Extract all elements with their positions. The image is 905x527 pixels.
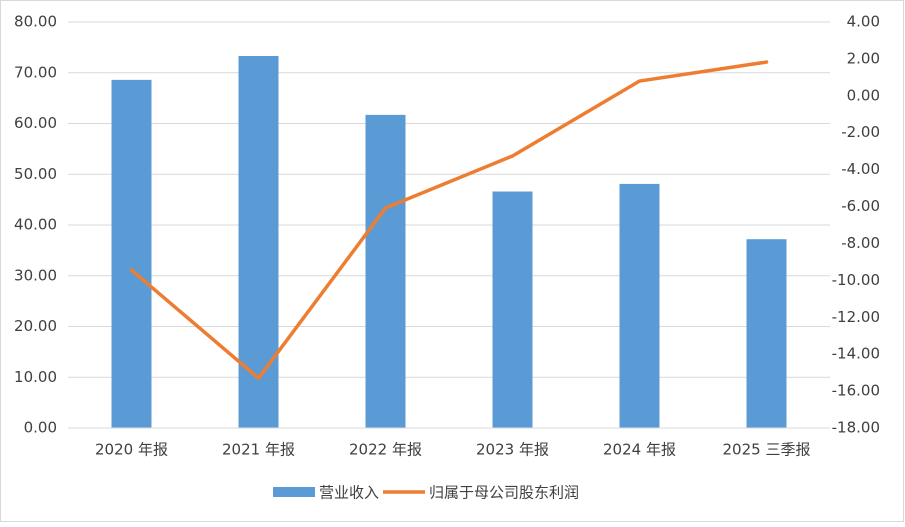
y-tick-label: 40.00 — [14, 216, 57, 234]
bar — [238, 56, 279, 428]
legend-swatch — [273, 487, 315, 497]
y-tick-label: 60.00 — [14, 114, 57, 132]
x-tick-label: 2023 年报 — [476, 441, 549, 459]
y2-tick-label: -8.00 — [841, 234, 880, 252]
y2-tick-label: -6.00 — [841, 197, 880, 215]
y2-tick-label: -12.00 — [832, 308, 880, 326]
y-tick-label: 20.00 — [14, 317, 57, 335]
y-tick-label: 0.00 — [24, 419, 57, 437]
x-tick-label: 2020 年报 — [95, 441, 168, 459]
x-tick-label: 2024 年报 — [603, 441, 676, 459]
x-tick-label: 2025 三季报 — [723, 441, 811, 459]
y-tick-label: 50.00 — [14, 165, 57, 183]
line-series — [129, 60, 769, 380]
y2-tick-label: 4.00 — [847, 13, 880, 31]
y2-tick-label: -2.00 — [841, 123, 880, 141]
y2-tick-label: -4.00 — [841, 160, 880, 178]
y2-tick-label: -16.00 — [832, 382, 880, 400]
y-tick-label: 80.00 — [14, 13, 57, 31]
y2-tick-label: -10.00 — [832, 271, 880, 289]
bar — [746, 239, 787, 428]
y-tick-label: 10.00 — [14, 368, 57, 386]
legend-label: 归属于母公司股东利润 — [429, 484, 579, 502]
x-tick-label: 2022 年报 — [349, 441, 422, 459]
y2-tick-label: -14.00 — [832, 345, 880, 363]
bar — [111, 79, 152, 428]
y2-tick-label: -18.00 — [832, 419, 880, 437]
x-tick-label: 2021 年报 — [222, 441, 295, 459]
legend-label: 营业收入 — [319, 484, 379, 502]
y2-tick-label: 0.00 — [847, 86, 880, 104]
bar — [619, 183, 660, 428]
bar — [492, 191, 533, 428]
y2-tick-label: 2.00 — [847, 49, 880, 67]
y-tick-label: 30.00 — [14, 266, 57, 284]
bar — [365, 114, 406, 428]
y-tick-label: 70.00 — [14, 63, 57, 81]
